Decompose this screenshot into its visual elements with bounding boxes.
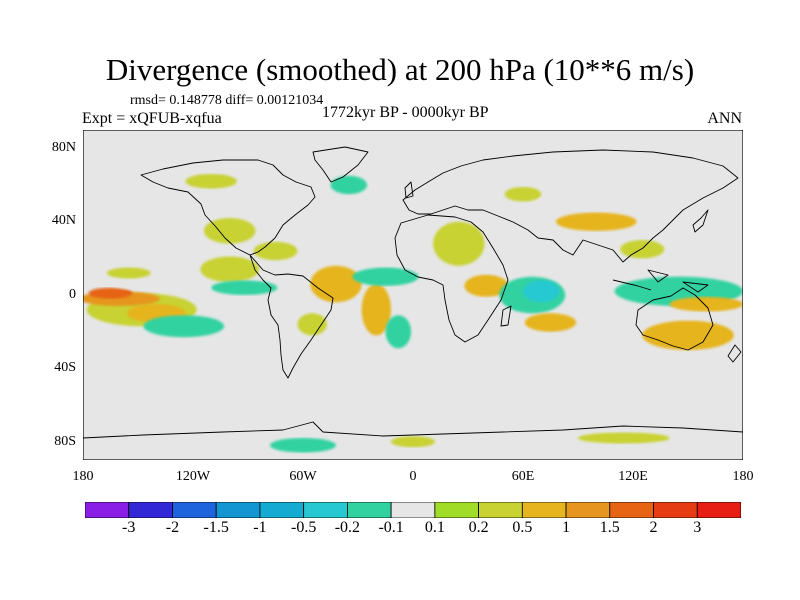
colorbar-label: -0.5 — [290, 519, 317, 536]
colorbar-swatch — [434, 502, 479, 518]
contour-blob — [106, 274, 188, 290]
contour-blob — [330, 175, 368, 195]
colorbar-label: -1.5 — [203, 519, 229, 536]
contour-blob — [143, 315, 225, 338]
coastline-new-zealand — [727, 344, 742, 363]
colorbar-swatch — [696, 502, 741, 518]
contour-blob — [185, 174, 237, 189]
contour-blob — [310, 265, 362, 303]
coastline-north-america — [140, 159, 316, 256]
contour-blob — [297, 313, 327, 336]
contour-fill-layer — [83, 174, 743, 453]
colorbar-swatch — [346, 502, 392, 518]
coastline-africa — [394, 214, 509, 343]
contour-blob — [204, 218, 256, 244]
colorbar-swatch — [390, 502, 436, 518]
lon-label-120e: 120E — [618, 469, 648, 484]
contour-blob — [211, 280, 278, 295]
lon-label-180e: 180 — [732, 469, 754, 484]
coastline-south-america — [249, 254, 334, 379]
coastline-madagascar — [500, 305, 512, 327]
colorbar-swatch — [609, 502, 654, 518]
contour-blob — [106, 267, 151, 279]
colorbar-swatch — [215, 502, 261, 518]
lat-label-0: 0 — [69, 287, 76, 302]
contour-blob — [464, 274, 509, 297]
colorbar-label: -0.2 — [334, 519, 361, 536]
colorbar-swatch — [653, 502, 698, 518]
contour-blob — [642, 320, 734, 350]
colorbar-label: 0.5 — [512, 519, 533, 536]
colorbar-label: 0.2 — [468, 519, 489, 536]
colorbar-swatch — [259, 502, 305, 518]
colorbar-swatch — [478, 502, 523, 518]
contour-blob — [253, 241, 298, 261]
contour-blob — [556, 212, 637, 231]
colorbar — [85, 502, 741, 518]
contour-blob — [620, 240, 665, 259]
period-label: 1772kyr BP - 0000kyr BP — [322, 104, 489, 121]
contour-blob — [361, 284, 391, 336]
colorbar-label: 1.5 — [599, 519, 620, 536]
contour-blob — [352, 267, 419, 286]
coastline-japan — [692, 209, 709, 233]
contour-blob — [88, 287, 133, 299]
lat-label-40s: 40S — [54, 360, 76, 375]
contour-blob — [523, 280, 560, 303]
colorbar-swatch — [565, 502, 611, 518]
contour-blob — [270, 438, 336, 453]
colorbar-swatch — [85, 502, 130, 518]
colorbar-swatch — [128, 502, 173, 518]
coastline-eurasia — [402, 149, 739, 263]
coastline-greenland — [312, 146, 369, 183]
contour-blob — [200, 256, 259, 283]
coastline-australia — [635, 287, 714, 351]
coastline-layer — [83, 146, 743, 439]
lat-label-80n: 80N — [51, 140, 76, 155]
lon-label-120w: 120W — [175, 469, 211, 484]
colorbar-swatch — [172, 502, 217, 518]
contour-blob — [433, 221, 485, 266]
lon-label-180w: 180 — [72, 469, 94, 484]
contour-blob — [391, 436, 435, 448]
colorbar-label: -1 — [253, 519, 267, 536]
experiment-label: Expt = xQFUB-xqfua — [82, 110, 222, 127]
colorbar-swatch — [521, 502, 567, 518]
lon-label-60w: 60W — [289, 469, 317, 484]
coastline-antarctica — [83, 421, 743, 439]
lat-label-80s: 80S — [54, 434, 76, 449]
colorbar-label: 0.1 — [424, 519, 445, 536]
season-label: ANN — [707, 110, 742, 127]
contour-blob — [504, 186, 542, 202]
colorbar-label: 3 — [693, 519, 702, 536]
colorbar-label: 2 — [649, 519, 658, 536]
stats-label: rmsd= 0.148778 diff= 0.00121034 — [130, 93, 324, 108]
contour-blob — [524, 313, 577, 332]
contour-blob — [385, 315, 412, 349]
divergence-map — [83, 130, 743, 460]
colorbar-swatch — [303, 502, 348, 518]
coastline-indonesia — [612, 269, 709, 293]
contour-blob — [669, 296, 743, 312]
lat-label-40n: 40N — [51, 213, 76, 228]
contour-blob — [578, 432, 670, 444]
colorbar-label: -2 — [165, 519, 180, 536]
colorbar-label: -0.1 — [378, 519, 404, 536]
coastline-uk — [404, 181, 414, 199]
plot-title: Divergence (smoothed) at 200 hPa (10**6 … — [105, 52, 695, 87]
colorbar-label: 1 — [562, 519, 571, 536]
colorbar-label: -3 — [122, 519, 136, 536]
lon-label-60e: 60E — [511, 469, 535, 484]
lon-label-0: 0 — [409, 469, 417, 484]
